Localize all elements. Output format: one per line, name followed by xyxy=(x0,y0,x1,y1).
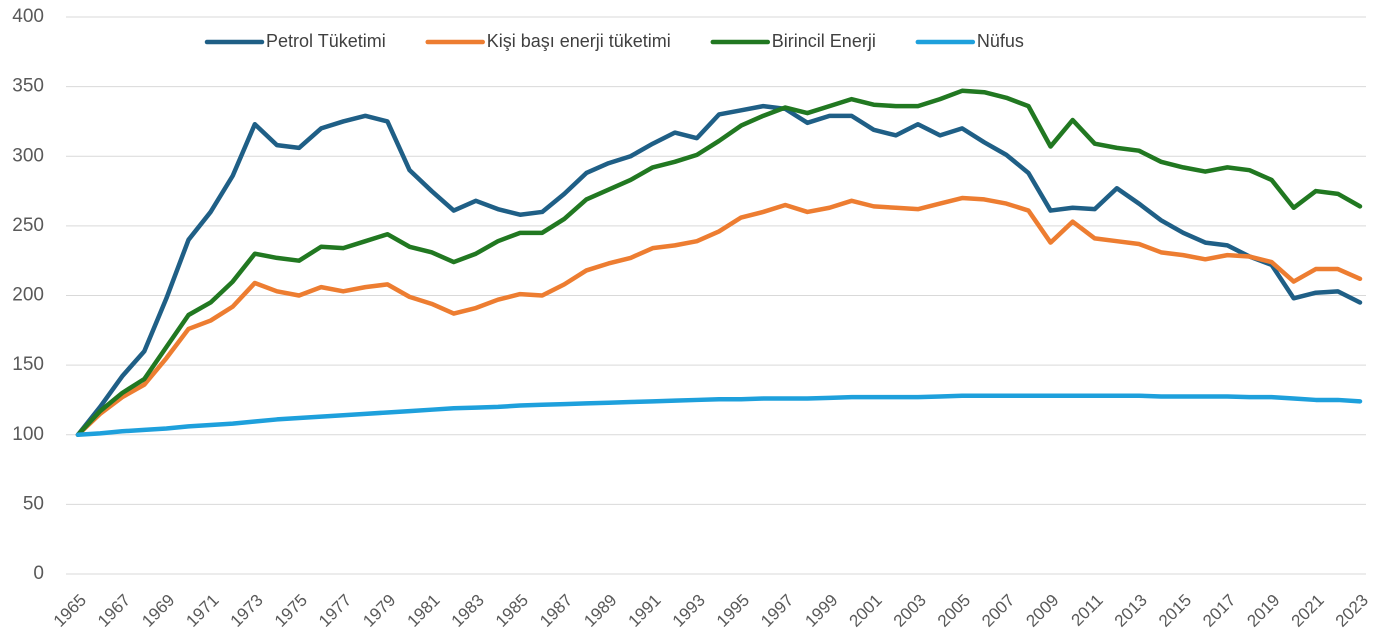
legend-label: Kişi başı enerji tüketimi xyxy=(487,31,671,51)
x-tick-label: 2009 xyxy=(1022,591,1062,631)
series-line xyxy=(75,103,1363,437)
x-tick-label: 2001 xyxy=(846,591,886,631)
x-tick-label: 2019 xyxy=(1243,591,1283,631)
legend: Petrol Tüketimi Kişi başı enerji tüketimi… xyxy=(204,31,1024,51)
x-tick-label: 1975 xyxy=(271,591,311,631)
series-line xyxy=(75,88,1363,437)
x-tick-label: 1985 xyxy=(492,591,532,631)
x-tick-label: 2003 xyxy=(890,591,930,631)
x-tick-label: 1973 xyxy=(227,591,267,631)
x-tick-label: 1979 xyxy=(359,591,399,631)
x-tick-label: 1967 xyxy=(94,591,134,631)
x-tick-label: 2023 xyxy=(1332,591,1372,631)
legend-label: Birincil Enerji xyxy=(772,31,876,51)
series-line xyxy=(75,393,1363,437)
x-tick-label: 2021 xyxy=(1288,591,1328,631)
x-tick-label: 1987 xyxy=(536,591,576,631)
y-tick-label: 350 xyxy=(12,76,44,97)
x-tick-label: 1969 xyxy=(138,591,178,631)
x-tick-label: 2011 xyxy=(1067,591,1106,630)
y-tick-label: 250 xyxy=(12,215,44,236)
y-tick-label: 100 xyxy=(12,424,44,445)
x-tick-label: 2013 xyxy=(1111,591,1151,631)
y-tick-label: 50 xyxy=(23,493,44,514)
y-tick-label: 300 xyxy=(12,145,44,166)
x-tick-label: 2017 xyxy=(1199,591,1239,631)
x-tick-label: 1977 xyxy=(315,591,355,631)
legend-label: Petrol Tüketimi xyxy=(266,31,386,51)
x-tick-label: 1999 xyxy=(801,591,841,631)
x-tick-label: 2007 xyxy=(978,591,1018,631)
plot xyxy=(75,88,1363,437)
x-tick-label: 1997 xyxy=(757,591,797,631)
y-tick-label: 150 xyxy=(12,354,44,375)
x-tick-label: 1965 xyxy=(50,591,90,631)
legend-label: Nüfus xyxy=(977,31,1024,51)
y-tick-label: 200 xyxy=(12,285,44,306)
series-line xyxy=(75,195,1363,437)
y-tick-label: 400 xyxy=(12,6,44,27)
x-tick-label: 1993 xyxy=(669,591,709,631)
x-tick-label: 1981 xyxy=(403,591,443,631)
x-tick-label: 1989 xyxy=(580,591,620,631)
x-tick-label: 2005 xyxy=(934,591,974,631)
x-tick-label: 2015 xyxy=(1155,591,1195,631)
x-tick-label: 1983 xyxy=(448,591,488,631)
x-tick-label: 1991 xyxy=(625,591,665,631)
y-tick-label: 0 xyxy=(33,563,44,584)
x-tick-label: 1971 xyxy=(182,591,222,631)
x-tick-label: 1995 xyxy=(713,591,753,631)
